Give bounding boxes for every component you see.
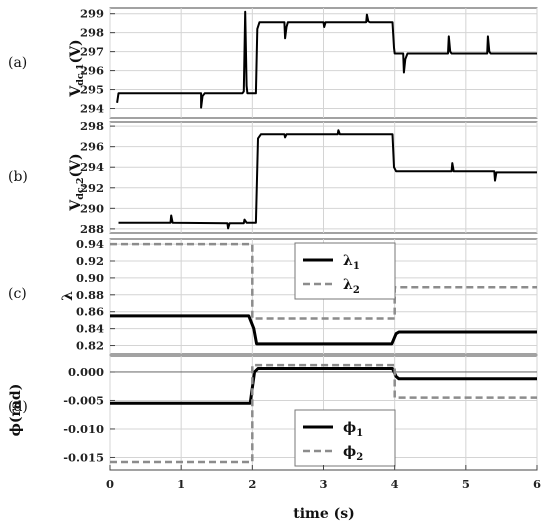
legend-box-c: [294, 242, 396, 300]
legend-label-main: λ: [343, 253, 353, 269]
y-tick-label-d: 0.000: [68, 365, 104, 379]
y-axis-label-b: Vdc,2(V): [68, 153, 86, 211]
legend-label-d-2: ϕ2: [343, 444, 363, 463]
panel-a: (a) Vdc,1(V) 294 295 296 297 298 299: [8, 7, 538, 119]
y-tick-label-c: 0.86: [76, 305, 104, 319]
y-tick-label-a: 298: [80, 26, 104, 40]
legend-label-main: ϕ: [343, 420, 356, 436]
y-tick-label-c: 0.82: [76, 339, 104, 353]
panel-label-a: (a): [8, 55, 27, 71]
y-tick-label-b: 298: [80, 119, 104, 133]
panel-b: (b) Vdc,2(V) 288 290 292 294 296 298: [8, 119, 538, 236]
x-tick-label: 3: [319, 477, 327, 491]
legend-box-d: [294, 409, 396, 467]
y-tick-label-a: 294: [80, 102, 104, 116]
y-tick-label-a: 295: [80, 83, 104, 97]
y-tick-label-b: 288: [80, 222, 104, 236]
legend-label-main: ϕ: [343, 444, 356, 460]
y-tick-label-d: -0.010: [63, 422, 104, 436]
y-axis-label-b-unit: (V): [68, 153, 84, 177]
y-axis-label-a-main: V: [68, 85, 84, 98]
x-tick-label: 1: [177, 477, 185, 491]
x-axis-label: time (s): [293, 506, 355, 522]
legend-label-sub: 2: [353, 285, 360, 296]
y-axis-label-a: Vdc,1(V): [68, 39, 86, 97]
y-tick-label-c: 0.94: [76, 237, 104, 251]
y-axis-label-b-sub: dc,2: [75, 177, 86, 199]
y-tick-label-a: 296: [80, 64, 104, 78]
x-axis: 0 1 2 3 4 5 6: [106, 465, 541, 491]
series-line-c-1: [110, 314, 537, 346]
y-tick-label-c: 0.92: [76, 254, 104, 268]
series-line-d-2: [110, 363, 537, 464]
x-tick-label: 2: [248, 477, 256, 491]
y-tick-label-a: 299: [80, 7, 104, 21]
y-tick-label-c: 0.84: [76, 322, 104, 336]
x-tick-label: 6: [533, 477, 541, 491]
y-tick-label-b: 296: [80, 140, 104, 154]
legend-label-main: λ: [343, 277, 353, 293]
x-tick-label: 4: [391, 477, 399, 491]
panel-label-d: (d): [8, 399, 28, 415]
legend-label-sub: 1: [353, 261, 360, 272]
legend-label-sub: 1: [356, 428, 363, 439]
legend-label-sub: 2: [356, 452, 363, 463]
x-tick-label: 0: [106, 477, 114, 491]
y-tick-label-c: 0.90: [76, 271, 104, 285]
x-tick-label: 5: [462, 477, 470, 491]
panel-label-c: (c): [8, 286, 27, 302]
y-tick-label-b: 294: [80, 160, 104, 174]
y-tick-label-d: -0.005: [63, 393, 104, 407]
series-line-c-2: [110, 242, 537, 320]
y-axis-label-b-main: V: [68, 199, 84, 212]
series-line-d-1: [110, 367, 537, 405]
y-tick-label-d: -0.015: [63, 450, 104, 464]
legend-label-d-1: ϕ1: [343, 420, 363, 439]
y-tick-label-c: 0.88: [76, 288, 104, 302]
panel-label-b: (b): [8, 169, 28, 185]
y-tick-label-b: 292: [80, 181, 104, 195]
series-line-a-1: [116, 10, 537, 109]
y-axis-label-c: λ: [60, 291, 76, 301]
series-line-b-1: [118, 129, 537, 230]
legend-label-c-2: λ2: [343, 277, 360, 296]
y-tick-label-a: 297: [80, 45, 104, 59]
legend-label-c-1: λ1: [343, 253, 360, 272]
y-axis-label-d: ϕ(rad): [8, 384, 24, 437]
y-tick-label-b: 290: [80, 201, 104, 215]
y-axis-label-a-unit: (V): [68, 39, 84, 63]
y-axis-label-a-sub: dc,1: [75, 63, 86, 85]
